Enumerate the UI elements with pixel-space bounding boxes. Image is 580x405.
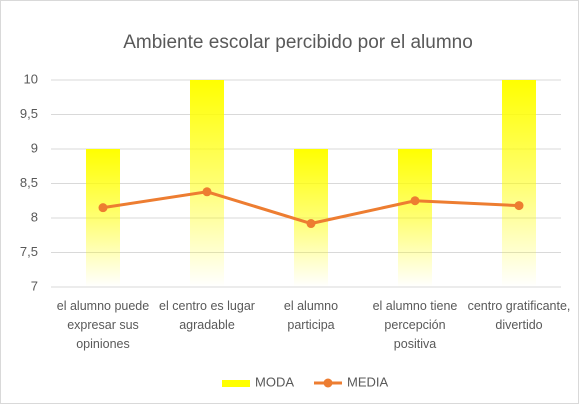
line-point	[98, 203, 108, 213]
line-point	[202, 187, 212, 197]
x-tick-label: el alumno puede expresar sus opiniones	[56, 299, 150, 351]
x-tick-label: el alumno participa	[283, 299, 339, 332]
legend-label: MODA	[255, 374, 294, 389]
y-tick-label: 10	[24, 71, 38, 86]
y-tick-label: 8	[31, 209, 38, 224]
y-tick-label: 7	[31, 278, 38, 293]
y-tick-label: 8,5	[20, 175, 38, 190]
line-point	[410, 196, 420, 206]
legend-swatch	[323, 378, 333, 388]
x-tick-label: centro gratificante, divertido	[467, 299, 571, 332]
chart-title: Ambiente escolar percibido por el alumno	[123, 32, 473, 53]
legend-swatch	[222, 380, 250, 387]
x-tick-label: el alumno tiene percepción positiva	[372, 299, 458, 351]
y-tick-label: 9	[31, 140, 38, 155]
bar	[502, 80, 536, 287]
line-point	[306, 219, 316, 229]
legend-label: MEDIA	[347, 374, 389, 389]
bar	[190, 80, 224, 287]
bar	[398, 149, 432, 287]
line-point	[514, 201, 524, 211]
x-tick-label: el centro es lugar agradable	[159, 299, 255, 332]
y-tick-label: 7,5	[20, 244, 38, 259]
bar	[86, 149, 120, 287]
y-tick-label: 9,5	[20, 106, 38, 121]
bar	[294, 149, 328, 287]
